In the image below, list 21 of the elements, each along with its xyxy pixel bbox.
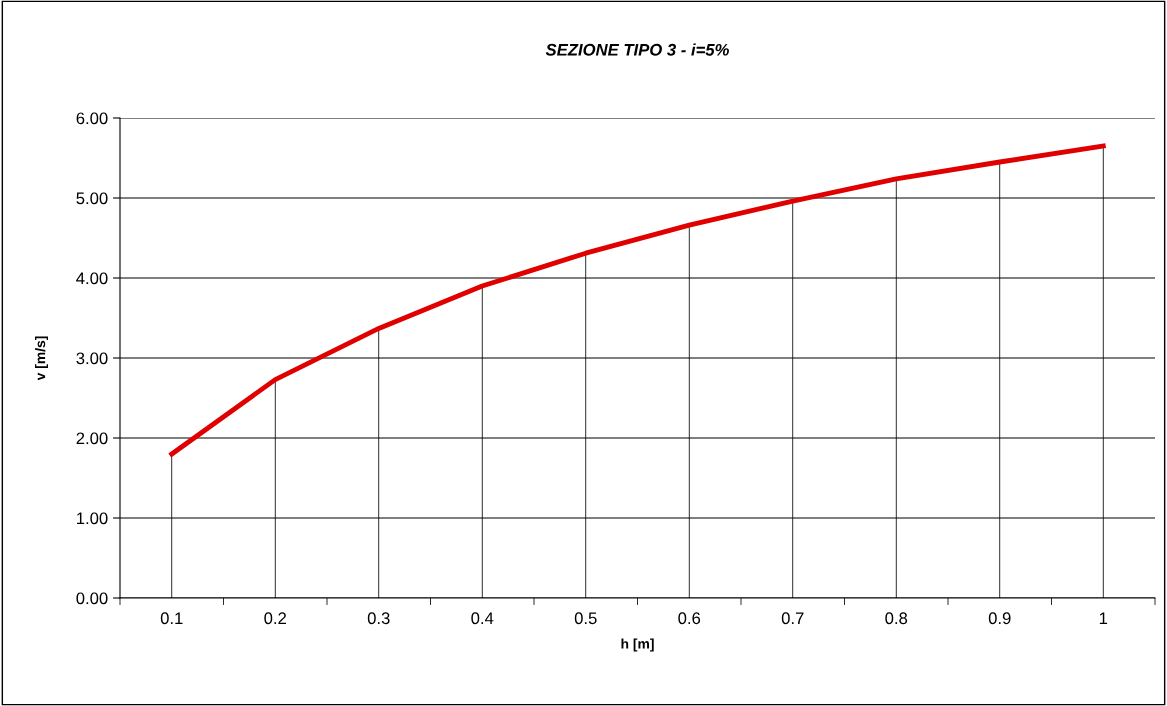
y-axis-title: v [m/s] <box>35 336 48 381</box>
x-tick-label: 0.1 <box>160 612 183 625</box>
x-tick-label: 0.8 <box>885 612 908 625</box>
y-tick-label: 2.00 <box>76 432 108 445</box>
x-tick-label: 0.3 <box>367 612 390 625</box>
x-tick-label: 1 <box>1099 612 1108 624</box>
x-tick-label: 0.7 <box>781 612 804 625</box>
x-tick-label: 0.4 <box>471 612 494 625</box>
x-tick-label: 0.9 <box>988 612 1011 625</box>
y-tick-label: 6.00 <box>76 112 108 125</box>
y-tick-label: 3.00 <box>76 352 108 365</box>
x-tick-label: 0.6 <box>678 612 701 625</box>
y-tick-label: 0.00 <box>76 592 108 605</box>
y-tick-label: 5.00 <box>76 192 108 205</box>
y-tick-label: 4.00 <box>76 272 108 285</box>
chart-title: SEZIONE TIPO 3 - i=5% <box>545 43 729 56</box>
y-tick-label: 1.00 <box>77 512 108 525</box>
x-tick-label: 0.2 <box>264 612 286 625</box>
x-tick-label: 0.5 <box>574 612 597 625</box>
x-axis-title: h [m] <box>621 638 654 652</box>
line-series <box>169 143 1106 457</box>
